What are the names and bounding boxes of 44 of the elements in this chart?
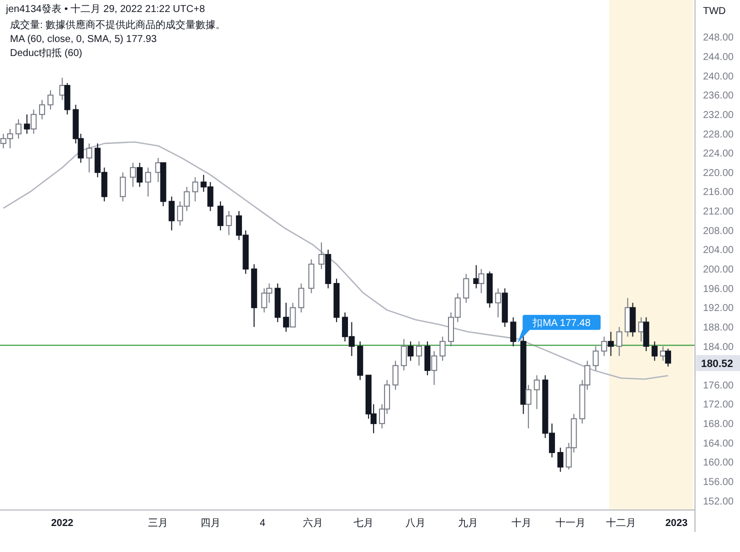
y-tick-label: 152.00 xyxy=(703,496,734,508)
y-tick-label: 196.00 xyxy=(703,284,734,295)
x-tick-label: 九月 xyxy=(458,517,478,529)
y-tick-label: 164.00 xyxy=(703,438,734,450)
y-tick-label: 192.00 xyxy=(703,303,734,314)
x-tick-label: 十月 xyxy=(512,517,532,529)
y-tick-label: 184.00 xyxy=(703,342,734,353)
y-tick-label: 236.00 xyxy=(703,90,734,102)
x-tick-label: 七月 xyxy=(353,517,374,529)
x-tick-label: 三月 xyxy=(148,518,168,529)
annotation: Deduct扣抵 (60) xyxy=(10,47,82,59)
y-tick-label: 232.00 xyxy=(703,110,734,121)
x-tick-label: 六月 xyxy=(303,517,323,529)
y-tick-label: 172.00 xyxy=(703,400,734,411)
y-tick-label: 228.00 xyxy=(703,129,734,140)
annotation: 扣MA 177.48 xyxy=(532,316,591,329)
y-tick-label: 220.00 xyxy=(703,168,734,179)
x-tick-label: 2022 xyxy=(51,518,74,529)
y-tick-label: 180.52 xyxy=(701,358,734,370)
y-tick-label: 208.00 xyxy=(703,226,734,237)
y-tick-label: 212.00 xyxy=(703,206,734,218)
x-tick-label: 十二月 xyxy=(606,517,636,529)
y-tick-label: 176.00 xyxy=(703,380,734,392)
y-tick-label: 204.00 xyxy=(703,245,734,256)
chart-title: jen4134發表 • 十二月 29, 2022 21:22 UTC+8 xyxy=(5,3,206,15)
y-tick-label: 200.00 xyxy=(703,264,734,276)
y-tick-label: 188.00 xyxy=(703,322,734,334)
y-tick-label: 160.00 xyxy=(703,458,734,469)
x-tick-label: 4 xyxy=(260,518,266,529)
x-tick-label: 2023 xyxy=(665,518,688,529)
x-tick-label: 八月 xyxy=(406,518,426,529)
y-tick-label: 168.00 xyxy=(703,419,734,430)
y-tick-label: 244.00 xyxy=(703,52,734,64)
annotation: 扣MA 177.48 xyxy=(518,314,601,343)
x-tick-label: 十一月 xyxy=(555,517,586,529)
y-tick-label: 248.00 xyxy=(703,32,734,44)
y-axis-title: TWD xyxy=(703,6,726,17)
y-tick-label: 216.00 xyxy=(703,187,734,198)
y-tick-label: 156.00 xyxy=(703,477,734,488)
y-tick-label: 240.00 xyxy=(703,71,734,82)
x-tick-label: 四月 xyxy=(200,518,220,529)
y-tick-label: 224.00 xyxy=(703,148,734,160)
annotation: MA (60, close, 0, SMA, 5) 177.93 xyxy=(10,34,158,45)
annotation: 成交量: 數據供應商不提供此商品的成交量數據。 xyxy=(10,19,226,31)
